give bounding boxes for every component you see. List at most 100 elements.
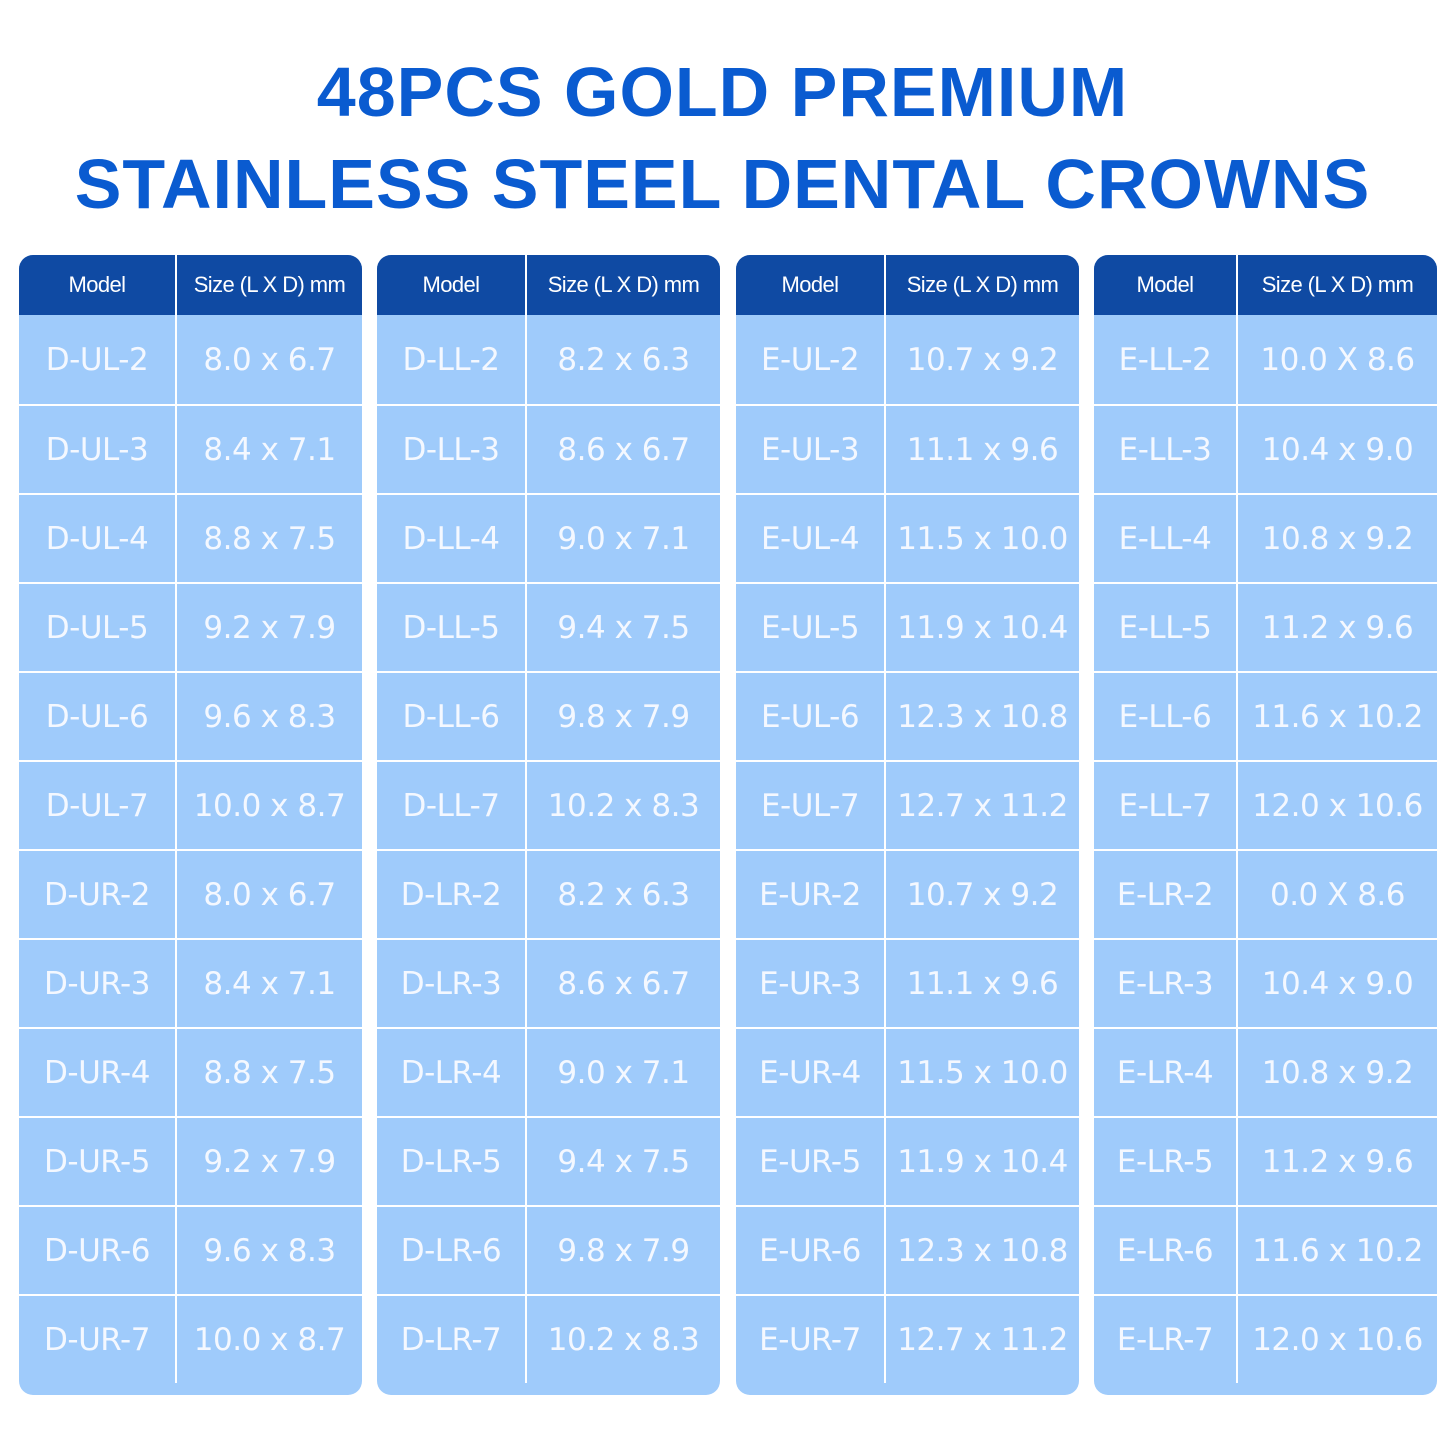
size-cell: 9.8 x 7.9 xyxy=(557,1232,690,1269)
table-row: E-UR-4 11.5 x 10.0 xyxy=(736,1027,1079,1116)
size-cell: 10.7 x 9.2 xyxy=(906,876,1059,913)
model-cell: D-LR-6 xyxy=(377,1207,527,1294)
model-cell: E-UR-6 xyxy=(736,1207,886,1294)
model-cell: E-UL-5 xyxy=(736,584,886,671)
table-row: D-UL-6 9.6 x 8.3 xyxy=(19,671,362,760)
size-cell: 8.0 x 6.7 xyxy=(203,341,336,378)
size-cell: 12.3 x 10.8 xyxy=(897,698,1068,735)
table-row: D-UR-5 9.2 x 7.9 xyxy=(19,1116,362,1205)
table-row: D-UR-4 8.8 x 7.5 xyxy=(19,1027,362,1116)
model-cell: E-LR-6 xyxy=(1094,1207,1238,1294)
model-cell: D-UR-7 xyxy=(19,1296,177,1383)
model-cell: E-LL-7 xyxy=(1094,762,1238,849)
size-cell: 10.0 x 8.7 xyxy=(193,787,346,824)
table-row: D-LL-7 10.2 x 8.3 xyxy=(377,760,720,849)
page-title-line-1: 48PCS GOLD PREMIUM xyxy=(316,53,1129,131)
table-header: Model Size (L X D) mm xyxy=(19,255,362,315)
size-cell: 8.2 x 6.3 xyxy=(557,341,690,378)
model-cell: D-UL-5 xyxy=(19,584,177,671)
size-cell: 10.4 x 9.0 xyxy=(1261,965,1414,1002)
size-cell: 12.7 x 11.2 xyxy=(897,1321,1068,1358)
table-row: D-LR-5 9.4 x 7.5 xyxy=(377,1116,720,1205)
table-row: E-LR-6 11.6 x 10.2 xyxy=(1094,1205,1437,1294)
table-row: E-LL-6 11.6 x 10.2 xyxy=(1094,671,1437,760)
size-cell: 9.0 x 7.1 xyxy=(557,520,690,557)
size-cell: 12.7 x 11.2 xyxy=(897,787,1068,824)
table-header: Model Size (L X D) mm xyxy=(377,255,720,315)
table-header: Model Size (L X D) mm xyxy=(736,255,1079,315)
column-header-size: Size (L X D) mm xyxy=(1261,272,1414,297)
size-cell: 12.0 x 10.6 xyxy=(1252,787,1423,824)
table-row: D-LR-4 9.0 x 7.1 xyxy=(377,1027,720,1116)
model-cell: D-LL-7 xyxy=(377,762,527,849)
size-cell: 11.1 x 9.6 xyxy=(906,431,1059,468)
model-cell: D-LL-6 xyxy=(377,673,527,760)
size-cell: 8.4 x 7.1 xyxy=(203,965,336,1002)
size-cell: 11.1 x 9.6 xyxy=(906,965,1059,1002)
page-title-line-2: STAINLESS STEEL DENTAL CROWNS xyxy=(74,145,1371,223)
table-row: E-UL-6 12.3 x 10.8 xyxy=(736,671,1079,760)
model-cell: D-LR-4 xyxy=(377,1029,527,1116)
model-cell: E-UR-5 xyxy=(736,1118,886,1205)
model-cell: E-LR-2 xyxy=(1094,851,1238,938)
column-header-model: Model xyxy=(1094,255,1238,315)
size-cell: 10.4 x 9.0 xyxy=(1261,431,1414,468)
model-cell: E-UR-4 xyxy=(736,1029,886,1116)
model-cell: E-UR-2 xyxy=(736,851,886,938)
table-row: D-UL-4 8.8 x 7.5 xyxy=(19,493,362,582)
table-row: D-UR-2 8.0 x 6.7 xyxy=(19,849,362,938)
size-table-e-lower: Model Size (L X D) mm E-LL-2 10.0 X 8.6 E-… xyxy=(1094,255,1437,1395)
model-cell: D-UL-7 xyxy=(19,762,177,849)
model-cell: D-LR-5 xyxy=(377,1118,527,1205)
size-cell: 10.0 x 8.7 xyxy=(193,1321,346,1358)
model-cell: D-LR-2 xyxy=(377,851,527,938)
model-cell: E-LR-5 xyxy=(1094,1118,1238,1205)
table-row: E-LL-5 11.2 x 9.6 xyxy=(1094,582,1437,671)
model-cell: D-UL-3 xyxy=(19,406,177,493)
table-row: E-UL-4 11.5 x 10.0 xyxy=(736,493,1079,582)
size-cell: 9.6 x 8.3 xyxy=(203,698,336,735)
table-row: E-LL-4 10.8 x 9.2 xyxy=(1094,493,1437,582)
model-cell: E-LR-3 xyxy=(1094,940,1238,1027)
column-header-size: Size (L X D) mm xyxy=(193,272,346,297)
size-table-d-upper: Model Size (L X D) mm D-UL-2 8.0 x 6.7 D-U… xyxy=(19,255,362,1395)
size-cell: 9.4 x 7.5 xyxy=(557,1143,690,1180)
model-cell: E-UL-4 xyxy=(736,495,886,582)
size-cell: 0.0 X 8.6 xyxy=(1269,876,1406,913)
size-cell: 8.6 x 6.7 xyxy=(557,965,690,1002)
table-row: E-LR-2 0.0 X 8.6 xyxy=(1094,849,1437,938)
table-row: E-UL-2 10.7 x 9.2 xyxy=(736,315,1079,404)
table-row: E-UR-5 11.9 x 10.4 xyxy=(736,1116,1079,1205)
table-row: D-LL-3 8.6 x 6.7 xyxy=(377,404,720,493)
model-cell: D-UL-4 xyxy=(19,495,177,582)
table-row: E-LL-3 10.4 x 9.0 xyxy=(1094,404,1437,493)
size-cell: 10.0 X 8.6 xyxy=(1260,341,1415,378)
size-table-d-lower: Model Size (L X D) mm D-LL-2 8.2 x 6.3 D-L… xyxy=(377,255,720,1395)
model-cell: E-LL-4 xyxy=(1094,495,1238,582)
model-cell: E-UR-3 xyxy=(736,940,886,1027)
model-cell: E-UR-7 xyxy=(736,1296,886,1383)
model-cell: D-UL-6 xyxy=(19,673,177,760)
table-row: E-LR-7 12.0 x 10.6 xyxy=(1094,1294,1437,1383)
size-cell: 9.2 x 7.9 xyxy=(203,1143,336,1180)
table-row: D-UR-7 10.0 x 8.7 xyxy=(19,1294,362,1383)
model-cell: E-UL-3 xyxy=(736,406,886,493)
table-row: E-LL-2 10.0 X 8.6 xyxy=(1094,315,1437,404)
size-table-e-upper: Model Size (L X D) mm E-UL-2 10.7 x 9.2 E-… xyxy=(736,255,1079,1395)
size-cell: 9.2 x 7.9 xyxy=(203,609,336,646)
size-cell: 9.6 x 8.3 xyxy=(203,1232,336,1269)
model-cell: D-LL-3 xyxy=(377,406,527,493)
model-cell: E-LL-3 xyxy=(1094,406,1238,493)
table-row: E-UR-6 12.3 x 10.8 xyxy=(736,1205,1079,1294)
model-cell: D-UR-6 xyxy=(19,1207,177,1294)
table-row: D-LL-2 8.2 x 6.3 xyxy=(377,315,720,404)
table-row: E-UR-3 11.1 x 9.6 xyxy=(736,938,1079,1027)
table-row: E-UR-2 10.7 x 9.2 xyxy=(736,849,1079,938)
table-row: D-UR-6 9.6 x 8.3 xyxy=(19,1205,362,1294)
table-row: E-LR-4 10.8 x 9.2 xyxy=(1094,1027,1437,1116)
table-row: D-LR-3 8.6 x 6.7 xyxy=(377,938,720,1027)
size-cell: 9.4 x 7.5 xyxy=(557,609,690,646)
table-row: E-UL-5 11.9 x 10.4 xyxy=(736,582,1079,671)
table-row: E-LL-7 12.0 x 10.6 xyxy=(1094,760,1437,849)
size-cell: 8.2 x 6.3 xyxy=(557,876,690,913)
